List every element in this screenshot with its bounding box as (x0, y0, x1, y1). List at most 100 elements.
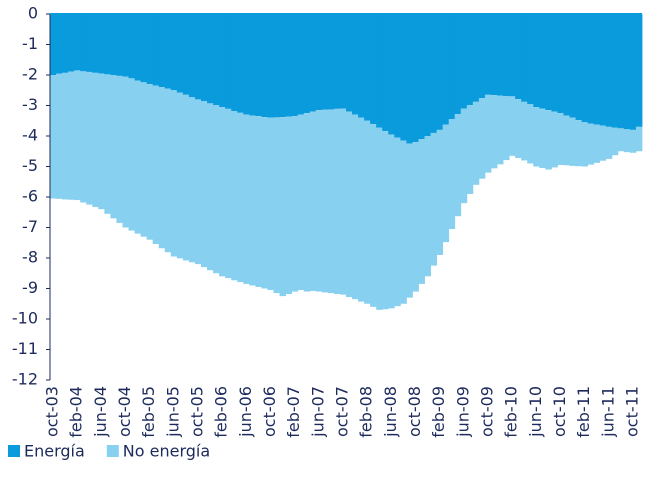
x-tick-label: feb-08 (357, 386, 376, 438)
x-tick-label: oct-07 (332, 386, 351, 437)
bar-segment (273, 117, 280, 294)
bar-segment (545, 14, 552, 111)
bar-segment (74, 70, 81, 201)
x-tick-label: jun-09 (453, 386, 472, 438)
bar-segment (122, 14, 129, 77)
bar-segment (297, 14, 305, 115)
bar-segment (255, 14, 262, 117)
bar-segment (569, 14, 576, 118)
bar-segment (249, 115, 256, 286)
bar-segment (104, 14, 111, 75)
bar-segment (273, 14, 280, 118)
bar-segment (219, 107, 226, 277)
bar-segment (225, 14, 232, 109)
bar-segment (412, 14, 419, 143)
bar-segment (418, 139, 425, 284)
y-tick-label: -6 (22, 187, 38, 206)
bar-segment (213, 105, 220, 274)
bar-segment (128, 14, 135, 79)
bar-segment (605, 126, 613, 159)
bar-segment (309, 14, 317, 112)
bar-segment (575, 14, 582, 121)
bar-segment (436, 14, 444, 130)
y-tick-label: -11 (12, 339, 38, 358)
x-tick-label: oct-10 (550, 386, 569, 437)
bar-segment (92, 72, 99, 208)
bar-segment (225, 108, 232, 279)
bar-segment (134, 80, 142, 234)
legend-swatch (8, 445, 20, 457)
bar-segment (255, 116, 262, 287)
bar-segment (442, 124, 450, 243)
bar-segment (503, 96, 510, 161)
bar-segment (116, 75, 123, 223)
bar-segment (146, 14, 154, 85)
bar-segment (92, 14, 99, 73)
bar-segment (158, 14, 166, 88)
bar-segment (56, 73, 63, 199)
bar-segment (237, 14, 244, 113)
x-tick-label: feb-07 (284, 386, 303, 438)
bar-segment (182, 94, 190, 261)
bar-segment (86, 71, 93, 205)
bar-segment (478, 98, 486, 179)
bar-segment (201, 14, 208, 102)
bar-segment (509, 14, 516, 97)
bar-segment (587, 123, 595, 165)
bar-segment (176, 14, 184, 93)
bar-segment (74, 14, 81, 71)
bar-segment (249, 14, 256, 116)
x-tick-label: oct-06 (260, 386, 279, 437)
bar-segment (182, 14, 190, 95)
y-tick-label: -10 (12, 309, 38, 328)
x-tick-label: jun-05 (163, 386, 182, 438)
bar-segment (134, 14, 142, 81)
bar-segment (80, 71, 87, 203)
bar-segment (521, 14, 528, 102)
bar-segment (358, 14, 365, 118)
bar-segment (303, 14, 311, 114)
bar-segment (346, 14, 353, 112)
bar-segment (267, 14, 274, 118)
y-tick-label: -5 (22, 156, 38, 175)
bar-segment (376, 14, 383, 128)
bar-segment (315, 110, 323, 292)
bar-segment (436, 129, 444, 255)
bar-segment (430, 14, 438, 133)
bar-segment (382, 14, 389, 132)
bar-segment (490, 95, 498, 169)
legend-swatch (106, 445, 119, 457)
bar-segment (617, 128, 625, 152)
bar-segment (267, 117, 274, 291)
bar-segment (593, 124, 601, 163)
bar-segment (279, 117, 286, 297)
bar-segment (194, 14, 202, 100)
bar-segment (539, 14, 546, 109)
bar-segment (515, 99, 522, 158)
bar-segment (406, 14, 413, 144)
bar-segment (243, 114, 250, 284)
bar-segment (50, 75, 57, 199)
legend-label: Energía (24, 442, 85, 461)
bar-segment (557, 113, 564, 165)
bar-segment (279, 14, 286, 118)
bar-segment (611, 127, 619, 156)
bar-segment (62, 14, 69, 73)
legend-label: No energía (123, 442, 210, 461)
x-tick-label: oct-09 (477, 386, 496, 437)
bar-segment (472, 14, 480, 102)
bar-segment (527, 104, 534, 164)
bar-segment (140, 14, 148, 83)
bar-segment (593, 14, 601, 125)
bar-segment (164, 14, 172, 89)
bar-segment (635, 14, 643, 127)
bar-segment (400, 140, 407, 304)
bar-segment (382, 131, 389, 310)
bar-segment (358, 117, 365, 302)
bar-segment (285, 116, 293, 294)
y-tick-label: -8 (22, 248, 38, 267)
x-tick-label: feb-06 (212, 386, 231, 438)
bar-segment (364, 14, 371, 121)
bar-segment (442, 14, 450, 125)
bar-segment (352, 14, 359, 115)
